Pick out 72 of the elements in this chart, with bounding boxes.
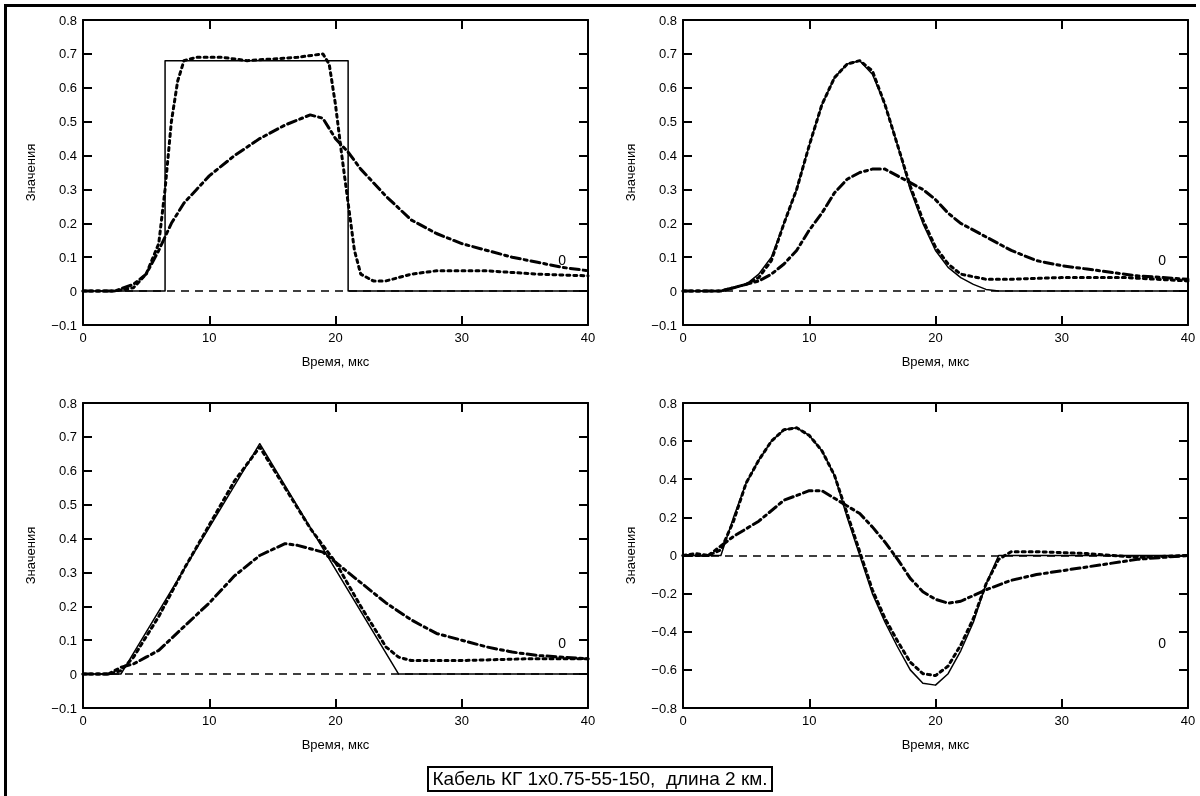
text: Кабель КГ 1x0.75-55-150, длина 2 км. [427, 766, 773, 792]
y-tick-label: 0.6 [658, 80, 677, 96]
y-tick-label: 0.2 [658, 509, 677, 525]
x-axis-title: Время, мкс [901, 354, 970, 369]
y-tick-label: 0.4 [58, 148, 77, 164]
x-tick-label: 30 [454, 713, 469, 728]
y-tick-label: −0.1 [51, 700, 77, 716]
x-tick-label: 30 [454, 330, 469, 345]
y-tick-label: −0.8 [651, 700, 677, 716]
x-tick-label: 0 [679, 330, 687, 345]
x-tick-label: 40 [580, 330, 596, 345]
annotation: 0 [558, 634, 567, 651]
annotation: 0 [1158, 634, 1167, 651]
y-tick-label: 0.4 [58, 531, 77, 547]
y-tick-label: 0.3 [58, 564, 77, 580]
x-tick-label: 30 [1054, 330, 1069, 345]
y-tick-label: 0.3 [58, 181, 77, 197]
x-tick-label: 40 [1180, 330, 1196, 345]
y-tick-label: −0.4 [651, 624, 677, 640]
y-tick-label: −0.6 [651, 662, 677, 678]
y-tick-label: 0.8 [658, 395, 677, 411]
y-tick-label: 0.4 [658, 471, 677, 487]
x-tick-label: 10 [202, 713, 217, 728]
y-tick-label: 0.1 [58, 249, 77, 265]
y-tick-label: −0.1 [651, 317, 677, 333]
y-tick-label: 0.8 [58, 395, 77, 411]
x-tick-label: 10 [202, 330, 217, 345]
y-tick-label: 0.8 [58, 12, 77, 28]
y-tick-label: 0.1 [58, 632, 77, 648]
x-axis-title: Время, мкс [901, 737, 970, 752]
y-tick-label: 0 [69, 283, 77, 299]
y-tick-label: 0.7 [58, 46, 77, 62]
y-tick-label: 0.3 [658, 181, 677, 197]
x-axis-title: Время, мкс [301, 354, 370, 369]
x-tick-label: 0 [679, 713, 687, 728]
x-tick-label: 30 [1054, 713, 1069, 728]
y-axis-title: Значения [23, 143, 38, 202]
y-tick-label: 0.7 [658, 46, 677, 62]
y-tick-label: 0.2 [658, 215, 677, 231]
x-tick-label: 10 [802, 330, 817, 345]
y-tick-label: 0.5 [58, 497, 77, 513]
x-axis-title: Время, мкс [301, 737, 370, 752]
y-axis-title: Значения [623, 143, 638, 202]
x-tick-label: 0 [79, 713, 87, 728]
annotation: 0 [558, 251, 567, 268]
y-tick-label: 0 [69, 666, 77, 682]
x-tick-label: 40 [580, 713, 596, 728]
x-tick-label: 20 [928, 713, 943, 728]
y-tick-label: −0.1 [51, 317, 77, 333]
y-tick-label: −0.2 [651, 586, 677, 602]
y-tick-label: 0.5 [658, 114, 677, 130]
x-tick-label: 20 [928, 330, 943, 345]
y-axis-title: Значения [23, 526, 38, 585]
y-tick-label: 0.2 [58, 598, 77, 614]
y-tick-label: 0.6 [58, 463, 77, 479]
x-tick-label: 20 [328, 330, 343, 345]
y-tick-label: 0.1 [658, 249, 677, 265]
y-tick-label: 0.7 [58, 429, 77, 445]
y-axis-title: Значения [623, 526, 638, 585]
x-tick-label: 40 [1180, 713, 1196, 728]
y-tick-label: 0.4 [658, 148, 677, 164]
x-tick-label: 0 [79, 330, 87, 345]
y-tick-label: 0.2 [58, 215, 77, 231]
y-tick-label: 0.6 [58, 80, 77, 96]
y-tick-label: 0.8 [658, 12, 677, 28]
x-tick-label: 10 [802, 713, 817, 728]
y-tick-label: 0 [669, 283, 677, 299]
y-tick-label: 0 [669, 548, 677, 563]
x-tick-label: 20 [328, 713, 343, 728]
y-tick-label: 0.5 [58, 114, 77, 130]
y-tick-label: 0.6 [658, 433, 677, 449]
annotation: 0 [1158, 251, 1167, 268]
